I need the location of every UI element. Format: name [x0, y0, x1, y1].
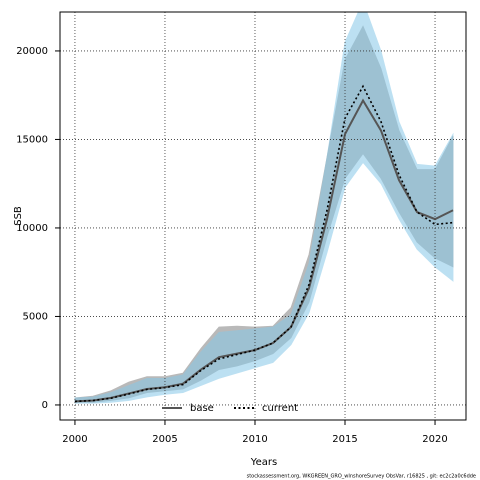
- y-tick-label: 5000: [23, 311, 48, 322]
- x-tick-label: 2005: [152, 434, 177, 445]
- footnote: stockassessment.org, WKGREEN_GRO_wInshor…: [247, 474, 476, 480]
- y-axis-label: SSB: [13, 206, 24, 226]
- y-tick-label: 0: [42, 400, 48, 411]
- plot-frame: [59, 11, 467, 421]
- series-line: [74, 84, 454, 403]
- legend-label: current: [262, 403, 298, 414]
- plot-area: [74, 12, 454, 404]
- confidence-band: [74, 12, 454, 404]
- y-tick-label: 20000: [16, 46, 48, 57]
- x-tick-label: 2015: [332, 434, 357, 445]
- x-tick-label: 2000: [62, 434, 87, 445]
- y-tick-label: 10000: [16, 223, 48, 234]
- legend-label: base: [190, 403, 214, 414]
- y-tick-label: 15000: [16, 134, 48, 145]
- x-tick-label: 2010: [242, 434, 267, 445]
- x-tick-label: 2020: [422, 434, 447, 445]
- x-axis-label: Years: [250, 457, 277, 468]
